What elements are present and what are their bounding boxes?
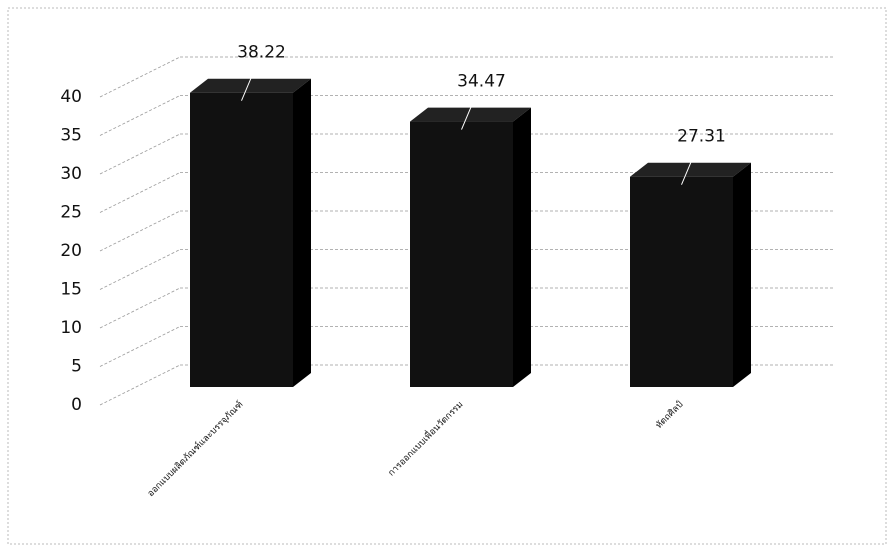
- x-tick-label: ออกแบบผลิตภัณฑ์และบรรจุภัณฑ์: [145, 398, 246, 499]
- bar-top: [410, 107, 531, 122]
- x-tick-label: หัตถศิลป์: [653, 398, 686, 431]
- y-tick-label: 5: [71, 357, 82, 377]
- y-tick-label: 10: [60, 318, 82, 338]
- value-label: 38.22: [237, 43, 286, 63]
- bar-top: [190, 78, 311, 93]
- bar: [190, 92, 293, 388]
- bar: [630, 176, 733, 387]
- leader-line: [681, 146, 698, 185]
- y-tick-label: 40: [60, 87, 82, 107]
- bar-top: [630, 162, 751, 177]
- bar-side: [513, 107, 531, 388]
- x-tick-label: การออกแบบเพื่อนวัตกรรม: [385, 398, 466, 479]
- grid-line: [99, 172, 181, 213]
- grid-line: [99, 249, 181, 290]
- grid-line: [99, 210, 181, 252]
- leader-line: [241, 62, 258, 101]
- grid-line: [99, 133, 181, 175]
- grid-line: [99, 287, 181, 329]
- bar: [410, 121, 513, 388]
- grid-line: [99, 326, 181, 367]
- bar-side: [733, 162, 751, 387]
- grid-line: [99, 364, 181, 406]
- y-tick-label: 30: [60, 164, 82, 184]
- value-label: 34.47: [457, 72, 506, 92]
- value-label: 27.31: [677, 127, 726, 147]
- grid-line: [99, 56, 181, 98]
- y-tick-label: 20: [60, 241, 82, 261]
- y-tick-label: 0: [71, 395, 82, 415]
- leader-line: [461, 91, 478, 130]
- y-tick-label: 25: [60, 203, 82, 223]
- y-tick-label: 35: [60, 126, 82, 146]
- y-tick-label: 15: [60, 280, 82, 300]
- chart-border: [7, 7, 887, 545]
- grid-line: [99, 95, 181, 136]
- bar-side: [293, 78, 311, 388]
